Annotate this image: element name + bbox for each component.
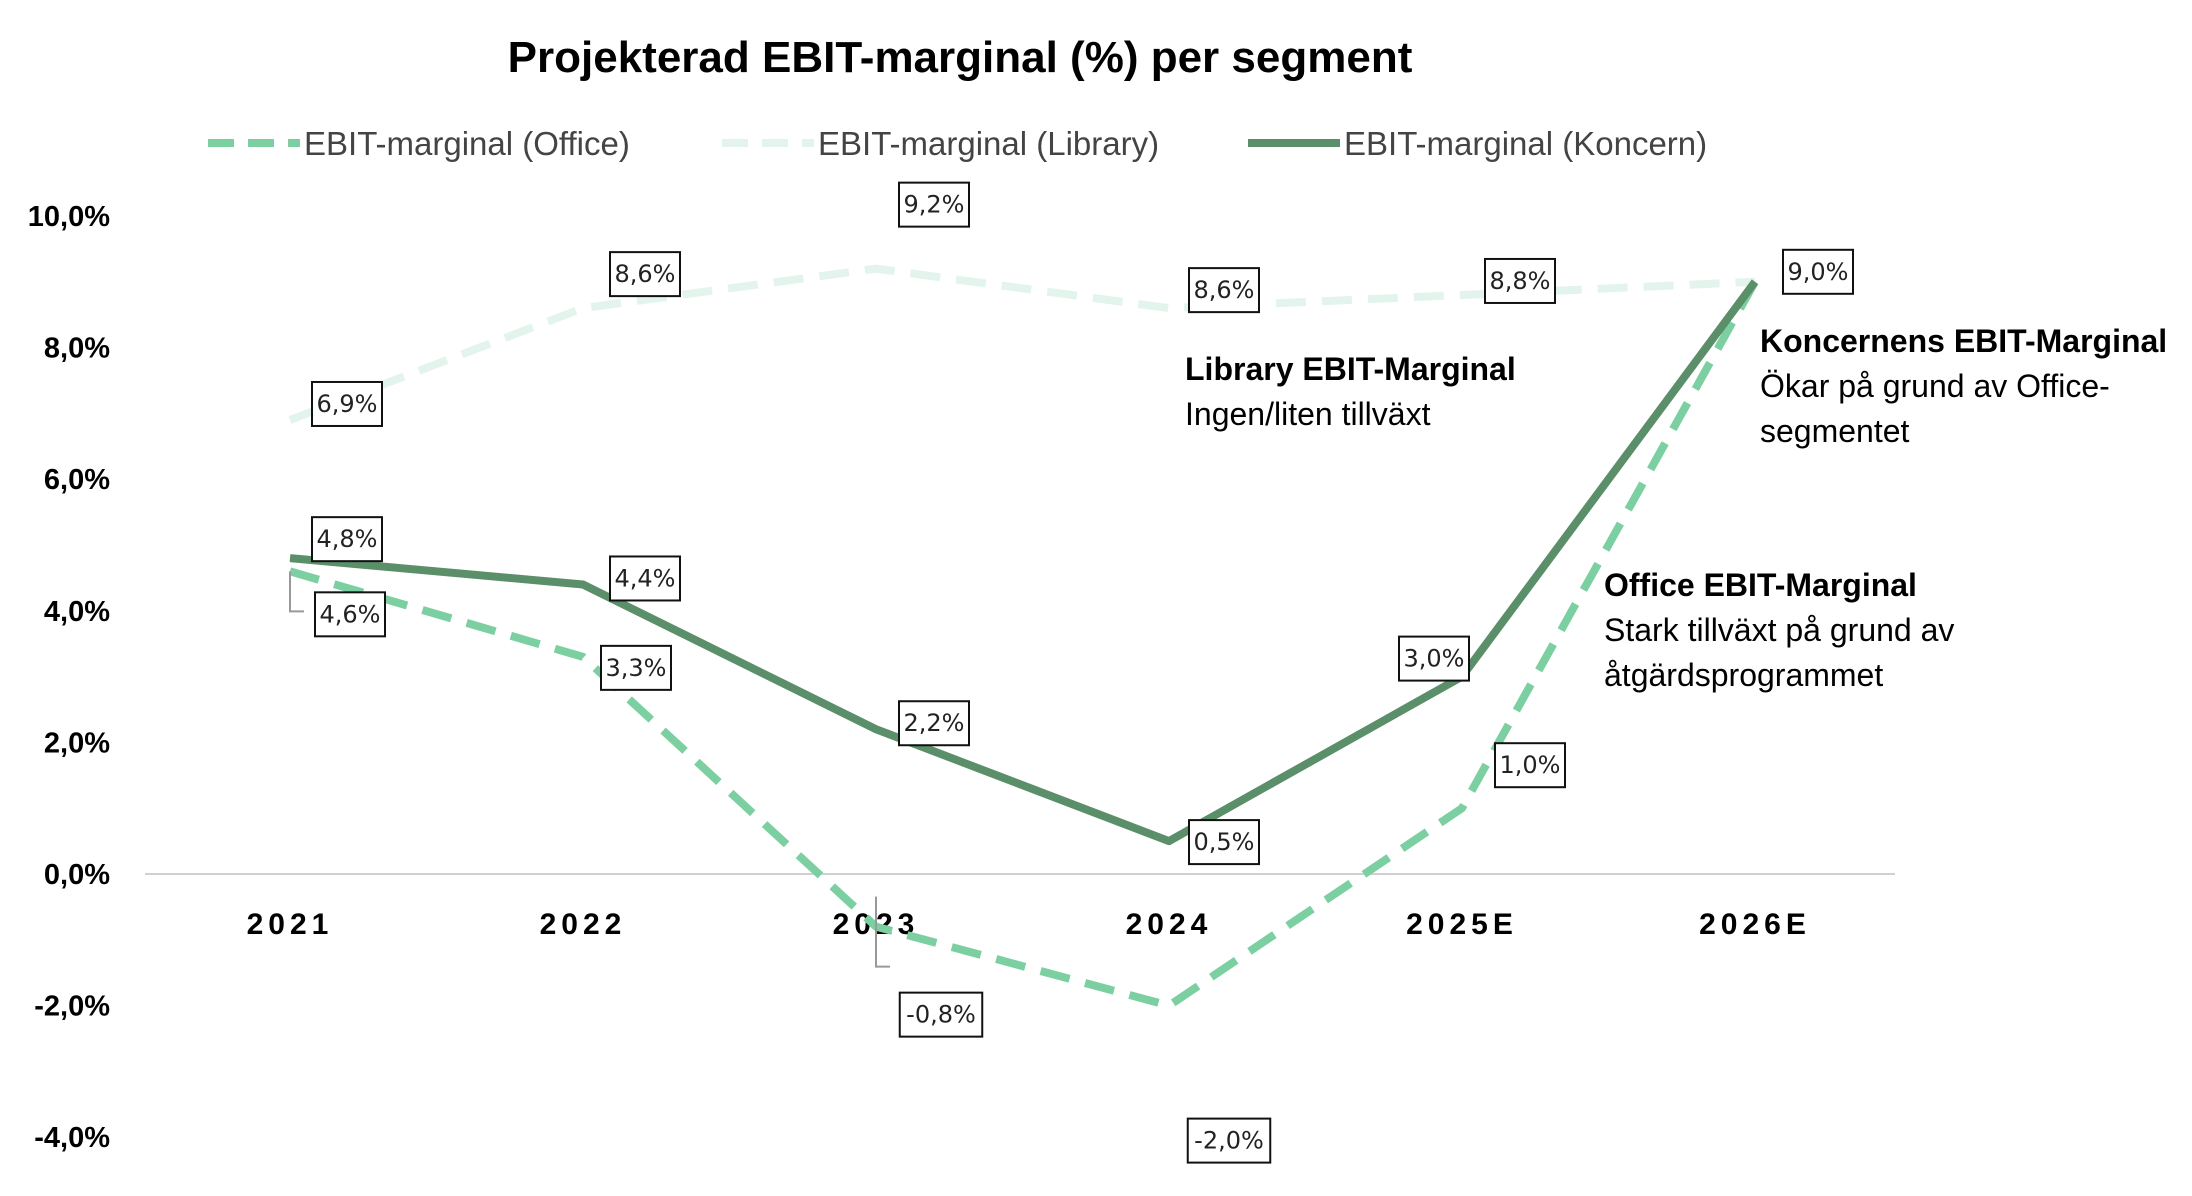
data-label: 4,8%	[311, 516, 383, 563]
data-label: -2,0%	[1186, 1117, 1272, 1164]
svg-text:8,6%: 8,6%	[1194, 276, 1255, 304]
data-label: 6,9%	[311, 380, 383, 427]
svg-text:EBIT-marginal (Office): EBIT-marginal (Office)	[304, 125, 630, 162]
data-label: 4,4%	[609, 555, 681, 602]
svg-text:-2,0%: -2,0%	[1194, 1127, 1264, 1155]
legend-entry: EBIT-marginal (Library)	[722, 125, 1159, 162]
data-label: 8,8%	[1484, 257, 1556, 304]
svg-text:Ingen/liten tillväxt: Ingen/liten tillväxt	[1185, 396, 1431, 432]
leader-lines	[289, 571, 890, 968]
y-tick-label: 10,0%	[28, 201, 110, 233]
data-label: 9,2%	[898, 181, 970, 228]
svg-text:Stark tillväxt på grund av: Stark tillväxt på grund av	[1604, 612, 1954, 648]
y-tick-label: 0,0%	[44, 859, 110, 891]
svg-text:segmentet: segmentet	[1760, 413, 1910, 449]
legend: EBIT-marginal (Office) EBIT-marginal (Lib…	[208, 125, 1707, 162]
svg-text:Library EBIT-Marginal: Library EBIT-Marginal	[1185, 351, 1516, 387]
axes: 10,0% 8,0% 6,0% 4,0% 2,0% 0,0% -2,0% -4,0% 2021 2…	[28, 201, 1895, 1154]
svg-text:3,0%: 3,0%	[1404, 645, 1465, 673]
svg-text:8,8%: 8,8%	[1490, 267, 1551, 295]
series-lines	[288, 264, 1759, 1010]
legend-entry: EBIT-marginal (Koncern)	[1248, 125, 1707, 162]
x-tick-label: 2026E	[1699, 908, 1811, 941]
svg-text:Ökar på grund av Office-: Ökar på grund av Office-	[1760, 368, 2110, 404]
y-tick-label: -2,0%	[34, 991, 110, 1023]
svg-text:2,2%: 2,2%	[904, 709, 965, 737]
data-label: 3,0%	[1398, 635, 1470, 682]
leader-line	[875, 896, 890, 968]
legend-entry: EBIT-marginal (Office)	[208, 125, 630, 162]
svg-text:åtgärdsprogrammet: åtgärdsprogrammet	[1604, 657, 1883, 693]
svg-text:EBIT-marginal (Koncern): EBIT-marginal (Koncern)	[1344, 125, 1707, 162]
x-tick-label: 2024	[1126, 908, 1213, 941]
svg-text:6,9%: 6,9%	[317, 390, 378, 418]
data-label: 4,6%	[314, 591, 386, 638]
y-tick-label: 2,0%	[44, 727, 110, 759]
series-line-koncern	[289, 279, 1759, 846]
series-line-office	[288, 279, 1759, 1010]
svg-text:9,2%: 9,2%	[904, 191, 965, 219]
data-label: 8,6%	[1188, 267, 1260, 314]
data-label: 2,2%	[898, 700, 970, 747]
svg-text:8,6%: 8,6%	[615, 260, 676, 288]
svg-text:Koncernens EBIT-Marginal: Koncernens EBIT-Marginal	[1760, 323, 2167, 359]
y-tick-label: 8,0%	[44, 333, 110, 365]
annotation: Library EBIT-Marginal Ingen/liten tillväx…	[1185, 351, 1516, 432]
annotations: Library EBIT-Marginal Ingen/liten tillväx…	[1185, 323, 2167, 693]
x-tick-label: 2021	[247, 908, 334, 941]
x-tick-label: 2025E	[1406, 908, 1518, 941]
svg-text:0,5%: 0,5%	[1194, 828, 1255, 856]
svg-text:4,6%: 4,6%	[320, 600, 381, 628]
y-tick-label: 4,0%	[44, 596, 110, 628]
x-tick-label: 2022	[540, 908, 627, 941]
svg-text:4,4%: 4,4%	[615, 564, 676, 592]
svg-text:Office EBIT-Marginal: Office EBIT-Marginal	[1604, 567, 1917, 603]
y-tick-label: 6,0%	[44, 464, 110, 496]
data-label: 3,3%	[600, 644, 672, 691]
annotation: Koncernens EBIT-Marginal Ökar på grund av…	[1760, 323, 2167, 449]
leader-line	[289, 571, 304, 613]
y-tick-label: -4,0%	[34, 1122, 110, 1154]
data-label: 9,0%	[1782, 248, 1854, 295]
chart-title: Projekterad EBIT-marginal (%) per segmen…	[508, 33, 1413, 82]
svg-text:4,8%: 4,8%	[317, 525, 378, 553]
svg-text:EBIT-marginal (Library): EBIT-marginal (Library)	[818, 125, 1159, 162]
data-label: 8,6%	[609, 251, 681, 298]
svg-text:9,0%: 9,0%	[1788, 258, 1849, 286]
data-labels: 4,6% 3,3% -0,8% -2,0% 1,0% 6,9% 8,6% 9,2% 8,6% 8,…	[311, 181, 1854, 1164]
data-label: -0,8%	[898, 991, 984, 1038]
data-label: 1,0%	[1494, 742, 1566, 789]
svg-text:1,0%: 1,0%	[1500, 751, 1561, 779]
annotation: Office EBIT-Marginal Stark tillväxt på gr…	[1604, 567, 1954, 693]
svg-text:-0,8%: -0,8%	[906, 1001, 976, 1029]
svg-text:3,3%: 3,3%	[606, 654, 667, 682]
data-label: 0,5%	[1188, 819, 1260, 866]
